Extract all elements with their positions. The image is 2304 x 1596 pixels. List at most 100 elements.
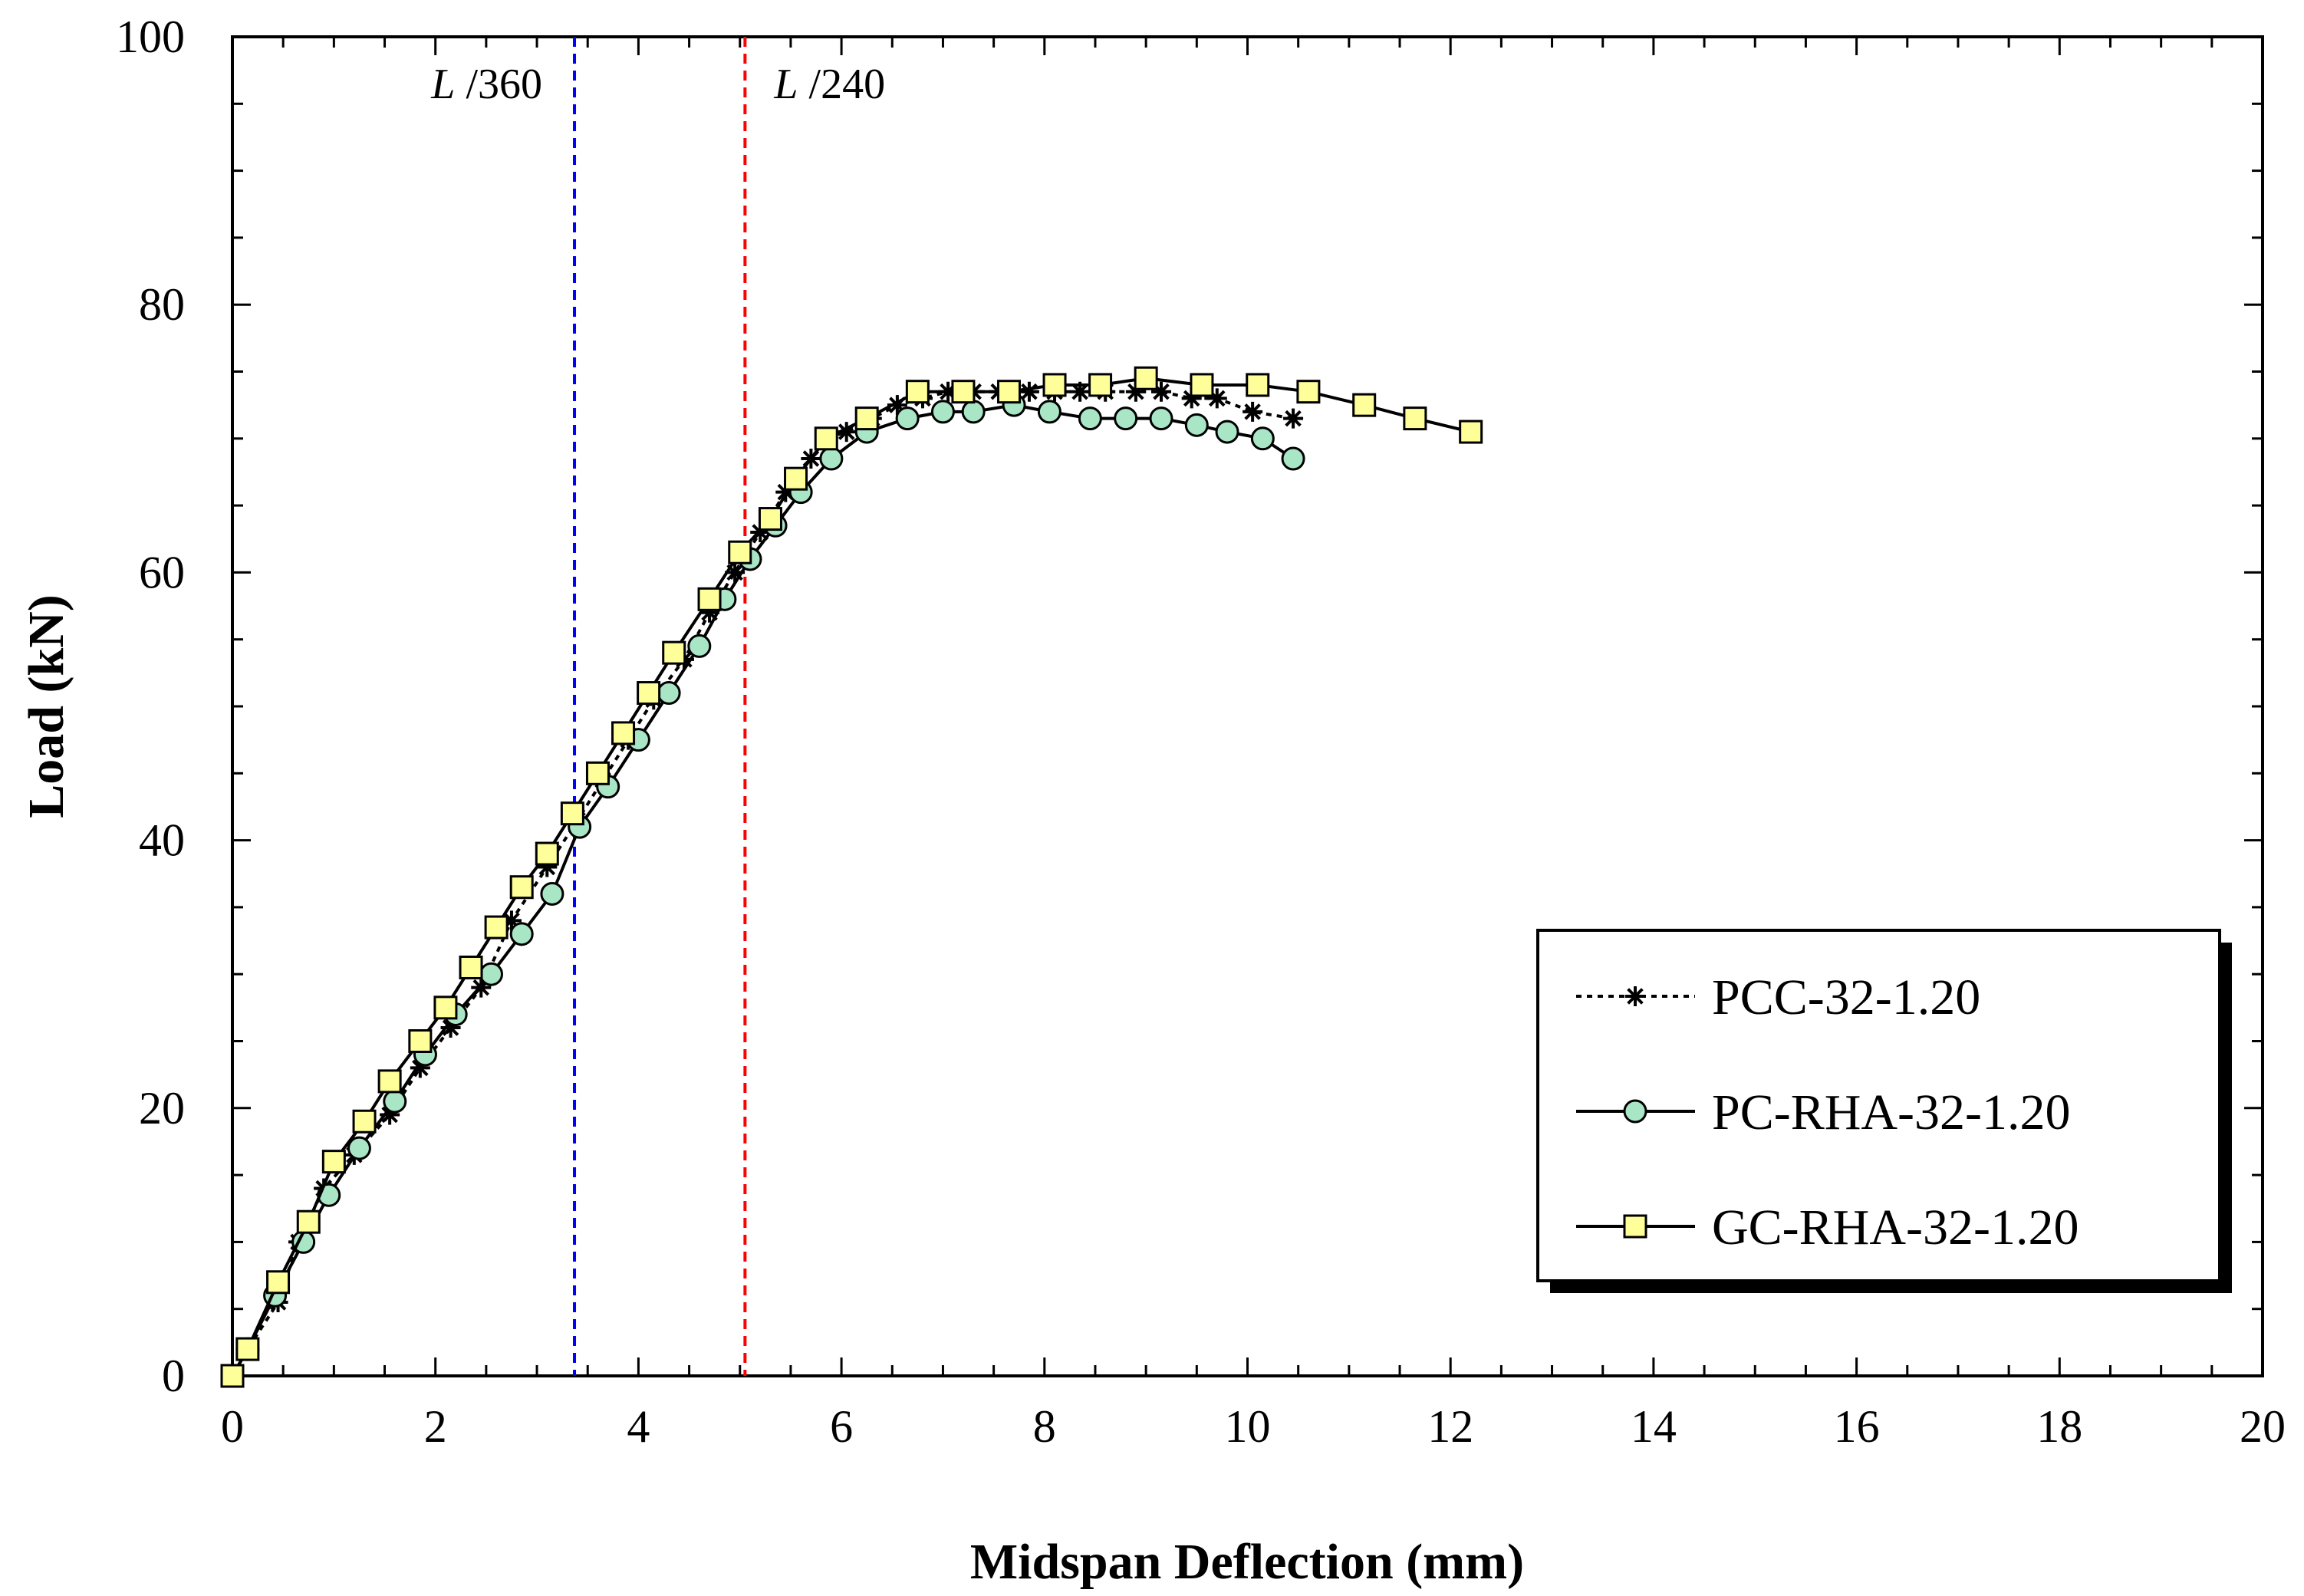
- legend: PCC-32-1.20 PC-RHA-32-1.20 GC-RHA-32-1.20: [1536, 929, 2232, 1293]
- data-point: [509, 875, 534, 900]
- data-point: [347, 1136, 371, 1160]
- data-point: [836, 422, 857, 443]
- data-point: [1250, 426, 1275, 451]
- y-tick-label: 20: [139, 1083, 185, 1134]
- x-tick-label: 6: [830, 1401, 853, 1452]
- legend-item: PC-RHA-32-1.20: [1576, 1084, 2071, 1140]
- data-point: [1403, 406, 1427, 431]
- x-tick-label: 12: [1427, 1401, 1473, 1452]
- data-point: [440, 1018, 461, 1038]
- data-point: [819, 446, 844, 471]
- data-point: [410, 1058, 430, 1078]
- x-tick-label: 20: [2240, 1401, 2286, 1452]
- data-point: [377, 1069, 402, 1094]
- data-point: [961, 400, 986, 424]
- axis-ticks: 0 2 4 6 8 10 12 14 16 18 20 0 20 40 60 80 100: [116, 12, 2286, 1452]
- data-point: [996, 380, 1021, 404]
- data-point: [699, 602, 720, 623]
- data-point: [1184, 413, 1209, 437]
- reference-line-label: L /240: [773, 61, 885, 108]
- data-point: [1149, 406, 1173, 431]
- x-tick-label: 18: [2036, 1401, 2082, 1452]
- data-point: [758, 507, 782, 531]
- series-line: [231, 377, 1472, 1377]
- x-tick-label: 2: [424, 1401, 447, 1452]
- legend-marker: [1625, 986, 1645, 1006]
- data-point: [585, 761, 610, 785]
- data-point: [1181, 388, 1202, 409]
- y-tick-label: 40: [139, 815, 185, 866]
- data-point: [266, 1270, 291, 1295]
- reference-lines: L /360 L /240: [430, 37, 885, 1376]
- x-tick-label: 10: [1225, 1401, 1271, 1452]
- data-point: [1190, 373, 1214, 397]
- data-point: [1283, 408, 1304, 429]
- data-point: [459, 955, 483, 979]
- data-point: [930, 400, 955, 424]
- data-point: [1125, 381, 1146, 402]
- legend-item: PCC-32-1.20: [1576, 969, 1980, 1025]
- data-point: [479, 962, 503, 986]
- data-point: [1352, 393, 1377, 417]
- data-point: [1114, 406, 1138, 431]
- y-tick-label: 100: [116, 12, 185, 62]
- series-PC-RHA-32-1.20: [220, 393, 1305, 1388]
- data-point: [1037, 400, 1061, 424]
- series-PCC-32-1.20: [222, 381, 1304, 1386]
- series-line: [231, 390, 1294, 1377]
- data-point: [854, 406, 879, 431]
- data-point: [1459, 420, 1483, 444]
- data-point: [1088, 373, 1113, 397]
- data-point: [687, 633, 712, 658]
- data-point: [725, 562, 746, 583]
- data-point: [728, 540, 752, 564]
- data-point: [1243, 401, 1263, 422]
- data-point: [560, 801, 584, 826]
- data-point: [1215, 420, 1239, 444]
- data-point: [951, 380, 976, 404]
- data-point: [380, 1104, 400, 1125]
- reference-label-italic: L: [430, 61, 455, 108]
- data-point: [352, 1109, 377, 1134]
- data-point: [537, 857, 558, 877]
- data-point: [1070, 381, 1091, 402]
- data-point: [1134, 366, 1158, 390]
- data-point: [905, 380, 930, 404]
- data-point: [509, 922, 534, 946]
- data-series: [220, 366, 1483, 1388]
- reference-line-label: L /360: [430, 61, 542, 108]
- x-tick-label: 4: [627, 1401, 650, 1452]
- x-tick-label: 16: [1834, 1401, 1880, 1452]
- data-point: [784, 466, 808, 491]
- legend-label: PCC-32-1.20: [1712, 969, 1980, 1025]
- data-point: [1281, 446, 1305, 471]
- data-point: [697, 587, 722, 611]
- y-axis-title: Load (kN): [18, 594, 74, 818]
- y-tick-label: 60: [139, 547, 185, 597]
- series-GC-RHA-32-1.20: [220, 366, 1483, 1388]
- x-axis-title: Midspan Deflection (mm): [970, 1534, 1524, 1590]
- data-point: [433, 995, 458, 1020]
- data-point: [501, 910, 522, 931]
- reference-label-text: /240: [798, 61, 886, 108]
- x-tick-label: 0: [221, 1401, 244, 1452]
- legend-label: GC-RHA-32-1.20: [1712, 1199, 2079, 1255]
- legend-box: [1536, 929, 2221, 1282]
- legend-label: PC-RHA-32-1.20: [1712, 1084, 2071, 1140]
- data-point: [1151, 381, 1171, 402]
- data-point: [637, 681, 661, 706]
- y-tick-label: 80: [139, 279, 185, 330]
- data-point: [235, 1337, 260, 1361]
- data-point: [1042, 373, 1067, 397]
- y-tick-label: 0: [162, 1351, 185, 1401]
- legend-marker: [1623, 1214, 1647, 1239]
- data-point: [484, 915, 509, 940]
- data-point: [1296, 380, 1321, 404]
- data-point: [1206, 388, 1227, 409]
- legend-item: GC-RHA-32-1.20: [1576, 1199, 2079, 1255]
- data-point: [1078, 406, 1102, 431]
- data-point: [887, 395, 907, 416]
- data-point: [540, 881, 564, 906]
- data-point: [1246, 373, 1270, 397]
